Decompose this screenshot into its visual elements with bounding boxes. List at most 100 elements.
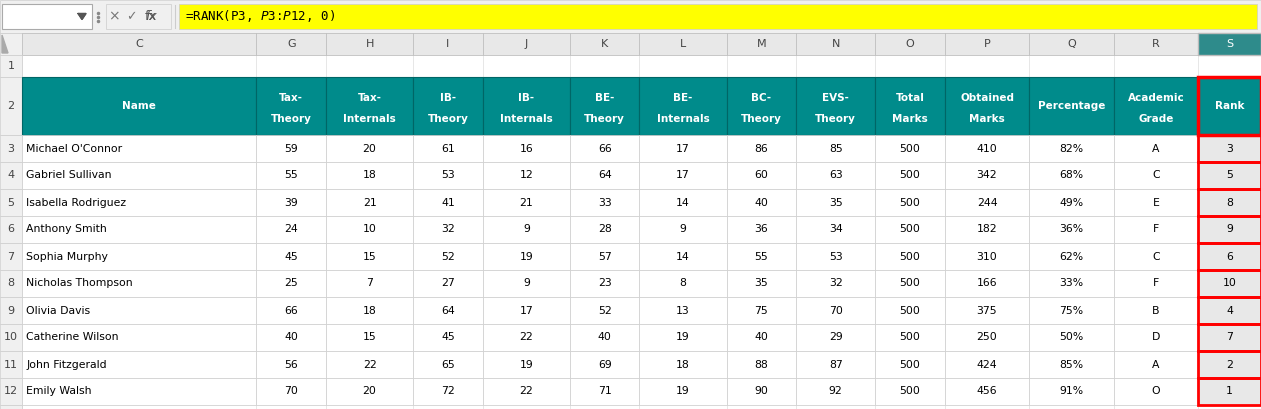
Bar (1198, 216, 1261, 243)
Bar (325, 162, 414, 189)
Text: 40: 40 (754, 198, 768, 207)
Bar (726, 189, 796, 216)
Bar (875, 297, 944, 324)
Bar (325, 324, 414, 351)
Bar (796, 189, 875, 216)
Text: 10: 10 (363, 225, 377, 234)
Bar (1198, 351, 1261, 378)
Bar (483, 243, 570, 270)
Bar (639, 243, 726, 270)
Text: 91%: 91% (1059, 387, 1083, 396)
Bar (0, 33, 21, 55)
Bar (726, 243, 796, 270)
Bar (0, 378, 21, 405)
Text: 22: 22 (363, 360, 377, 369)
Bar (414, 33, 483, 55)
Text: E: E (1153, 198, 1159, 207)
Bar (1113, 77, 1198, 135)
Bar (796, 405, 875, 409)
Text: 9: 9 (523, 279, 530, 288)
Text: 12: 12 (4, 387, 18, 396)
Text: ×: × (108, 9, 120, 23)
Bar (726, 216, 796, 243)
Text: 35: 35 (828, 198, 842, 207)
Bar (0, 162, 21, 189)
Text: 88: 88 (754, 360, 768, 369)
Text: 41: 41 (441, 198, 455, 207)
Text: A: A (1153, 144, 1160, 153)
Bar (875, 243, 944, 270)
Bar (1029, 162, 1113, 189)
Text: Theory: Theory (271, 114, 311, 124)
Text: C: C (1153, 252, 1160, 261)
Text: 19: 19 (520, 252, 533, 261)
Text: 65: 65 (441, 360, 455, 369)
Text: fx: fx (145, 11, 156, 23)
Bar (256, 243, 325, 270)
Bar (414, 324, 483, 351)
Text: Emily Walsh: Emily Walsh (26, 387, 92, 396)
Bar (570, 189, 639, 216)
Text: 53: 53 (441, 171, 455, 180)
Text: 19: 19 (520, 360, 533, 369)
Text: C: C (135, 39, 142, 49)
Bar (256, 351, 325, 378)
Text: 500: 500 (899, 252, 921, 261)
Text: 15: 15 (363, 252, 377, 261)
Text: G: G (288, 39, 295, 49)
Text: 60: 60 (754, 171, 768, 180)
Text: J: J (525, 39, 528, 49)
Text: 75: 75 (754, 306, 768, 315)
Text: 40: 40 (284, 333, 298, 342)
Bar (944, 33, 1029, 55)
Bar (944, 270, 1029, 297)
Text: 27: 27 (441, 279, 455, 288)
Text: 61: 61 (441, 144, 455, 153)
Text: Internals: Internals (343, 114, 396, 124)
Polygon shape (78, 13, 86, 20)
Bar (796, 243, 875, 270)
Bar (796, 324, 875, 351)
Bar (1198, 378, 1261, 405)
Text: 342: 342 (977, 171, 997, 180)
Text: 12: 12 (520, 171, 533, 180)
Text: L: L (680, 39, 686, 49)
Bar (325, 135, 414, 162)
Bar (570, 270, 639, 297)
Text: Tax-: Tax- (358, 93, 382, 103)
Text: Theory: Theory (584, 114, 625, 124)
Text: 52: 52 (598, 306, 612, 315)
Text: 19: 19 (676, 333, 690, 342)
Bar (796, 162, 875, 189)
Text: Total: Total (895, 93, 924, 103)
Text: 18: 18 (363, 171, 377, 180)
Bar (483, 378, 570, 405)
Text: Grade: Grade (1139, 114, 1174, 124)
Bar (256, 162, 325, 189)
Bar (639, 324, 726, 351)
Bar (1113, 297, 1198, 324)
Bar (1198, 135, 1261, 162)
Bar (796, 216, 875, 243)
Bar (1029, 216, 1113, 243)
Bar (0, 324, 21, 351)
Bar (570, 77, 639, 135)
Text: 56: 56 (284, 360, 298, 369)
Text: 21: 21 (520, 198, 533, 207)
Bar (483, 33, 570, 55)
Text: 6: 6 (8, 225, 14, 234)
Bar (570, 216, 639, 243)
Text: 32: 32 (828, 279, 842, 288)
Bar (21, 33, 256, 55)
Bar (639, 378, 726, 405)
Bar (179, 4, 1257, 29)
Bar (414, 405, 483, 409)
Bar (1198, 324, 1261, 351)
Text: Michael O'Connor: Michael O'Connor (26, 144, 122, 153)
Text: 18: 18 (363, 306, 377, 315)
Bar (1113, 324, 1198, 351)
Text: 166: 166 (977, 279, 997, 288)
Bar (325, 270, 414, 297)
Bar (944, 135, 1029, 162)
Text: 5: 5 (1226, 171, 1233, 180)
